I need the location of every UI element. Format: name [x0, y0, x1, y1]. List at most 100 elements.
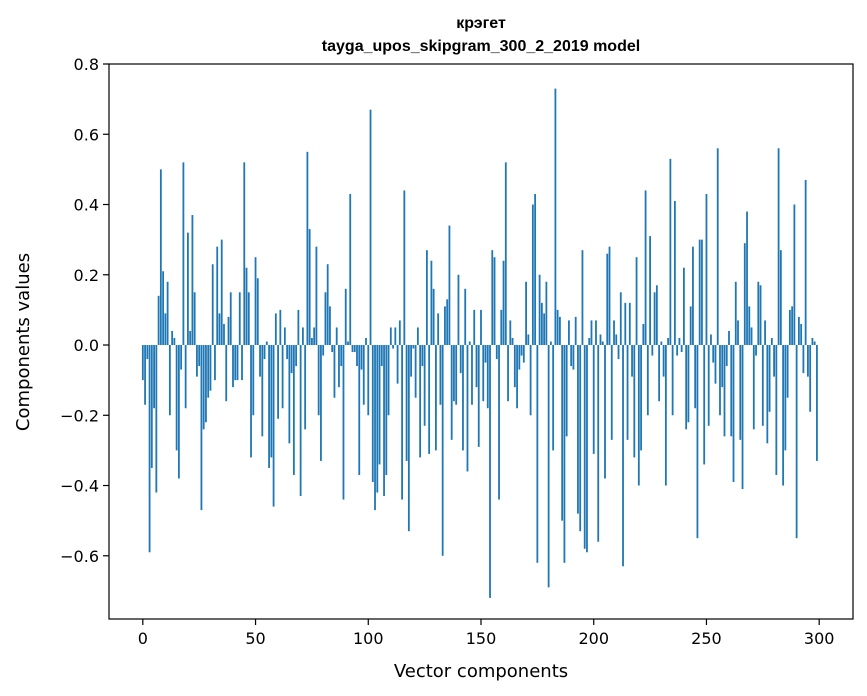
bar-component-63 [283, 327, 286, 346]
bar-component-31 [211, 264, 214, 346]
bar-component-44 [241, 345, 243, 381]
bar-component-185 [559, 316, 561, 346]
bar-component-166 [516, 345, 518, 409]
bar-component-199 [590, 320, 593, 346]
bar-component-221 [640, 345, 642, 451]
y-tick-label: 0.6 [74, 125, 99, 144]
bar-component-109 [387, 345, 390, 416]
bar-component-226 [651, 345, 654, 356]
y-tick-label: 0.8 [74, 55, 99, 74]
bar-component-193 [577, 345, 579, 514]
bar-component-294 [804, 179, 807, 346]
bar-component-299 [816, 345, 818, 461]
bar-component-296 [809, 345, 812, 412]
x-axis-ticks: 0 50 100 150 200 250 300 [138, 619, 834, 648]
bar-component-195 [581, 250, 584, 346]
bar-component-137 [450, 345, 453, 440]
bar-component-219 [635, 257, 638, 346]
bar-component-40 [232, 345, 234, 388]
bar-component-211 [617, 345, 620, 360]
bar-component-198 [588, 337, 591, 346]
bar-component-6 [155, 345, 158, 493]
bar-component-259 [725, 345, 728, 367]
bar-component-39 [229, 292, 232, 346]
y-tick-label: −0.2 [60, 406, 99, 425]
bar-component-43 [238, 292, 241, 346]
bar-component-138 [453, 345, 455, 402]
bar-component-87 [338, 345, 340, 388]
bar-component-16 [177, 345, 180, 479]
y-tick-label: 0.2 [74, 266, 99, 285]
bar-component-34 [218, 313, 221, 346]
bar-component-275 [761, 345, 764, 426]
bar-component-164 [511, 337, 514, 346]
bar-component-293 [802, 345, 805, 374]
bar-component-88 [340, 345, 343, 367]
bar-component-260 [728, 330, 730, 346]
bar-component-206 [606, 253, 609, 346]
bar-component-208 [610, 345, 613, 440]
bar-component-46 [245, 267, 248, 346]
bar-component-96 [358, 345, 361, 475]
y-tick-label: −0.4 [60, 477, 99, 496]
bar-component-101 [369, 109, 372, 346]
bar-component-233 [667, 337, 670, 346]
bar-component-54 [263, 345, 266, 360]
bar-component-129 [432, 288, 435, 346]
bar-component-32 [214, 345, 216, 381]
bar-component-256 [719, 345, 721, 416]
bar-component-158 [498, 345, 500, 500]
bar-component-165 [513, 345, 516, 388]
bar-component-151 [482, 345, 485, 402]
bar-component-268 [746, 211, 748, 346]
bar-component-239 [680, 345, 683, 353]
bar-component-244 [692, 246, 694, 346]
bar-component-136 [448, 225, 451, 346]
bar-component-203 [599, 334, 602, 346]
x-tick-label: 50 [245, 629, 265, 648]
bar-component-14 [173, 337, 176, 346]
bar-component-254 [714, 345, 717, 384]
bar-component-126 [425, 250, 428, 346]
bar-component-114 [398, 320, 401, 346]
chart-subtitle: tayga_upos_skipgram_300_2_2019 model [322, 38, 640, 55]
bar-component-89 [342, 345, 345, 500]
bar-component-21 [189, 330, 192, 346]
bar-component-216 [628, 302, 631, 346]
bar-component-218 [633, 345, 636, 458]
y-axis-ticks: −0.6 −0.4 −0.2 0.0 0.2 0.4 0.6 0.8 [60, 55, 109, 566]
bar-component-251 [707, 345, 710, 426]
bar-component-75 [311, 337, 313, 346]
bar-component-52 [259, 345, 261, 377]
bar-component-18 [182, 162, 185, 346]
bar-component-118 [407, 345, 410, 532]
bar-component-38 [227, 316, 230, 346]
bar-component-100 [367, 345, 370, 416]
bar-component-79 [320, 345, 322, 461]
bar-component-17 [180, 345, 183, 370]
bar-component-5 [153, 345, 155, 409]
bar-component-229 [658, 345, 661, 402]
bar-component-112 [394, 327, 397, 346]
bar-component-1 [144, 345, 146, 405]
bar-component-243 [689, 306, 692, 346]
bar-component-69 [297, 309, 300, 346]
bar-component-148 [475, 345, 478, 388]
bar-component-178 [543, 313, 546, 346]
bar-component-207 [608, 246, 611, 346]
bar-component-212 [619, 292, 622, 346]
bar-component-192 [574, 316, 577, 346]
bar-component-261 [730, 345, 733, 437]
bar-component-153 [486, 345, 489, 409]
bar-component-74 [308, 229, 311, 346]
bar-component-50 [254, 257, 257, 346]
bar-component-190 [570, 345, 573, 367]
bar-component-92 [349, 193, 352, 346]
bar-component-10 [164, 313, 167, 346]
bar-component-142 [462, 345, 464, 451]
bar-component-125 [423, 345, 426, 426]
bar-component-13 [171, 330, 174, 346]
bar-component-223 [644, 190, 647, 346]
bar-component-42 [236, 345, 239, 381]
